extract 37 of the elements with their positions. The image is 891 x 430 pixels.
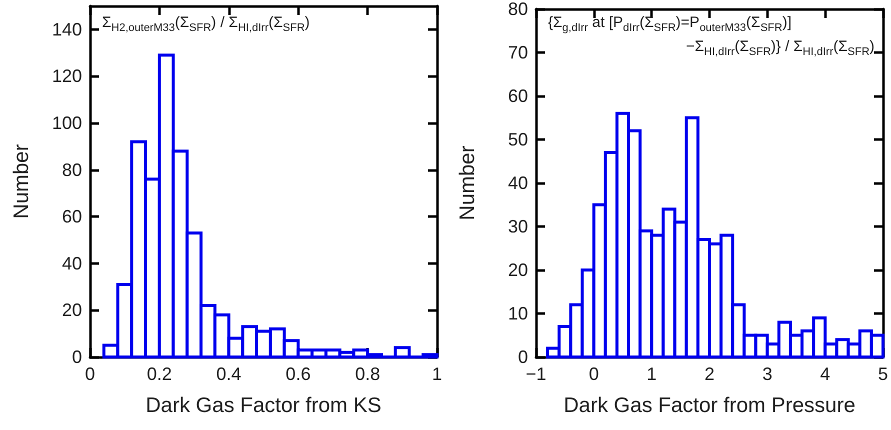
x-tick-label: 5 [878, 364, 888, 384]
x-tick-label: 0 [588, 364, 599, 384]
x-axis-title: Dark Gas Factor from KS [146, 394, 382, 417]
y-tick-label: 10 [508, 304, 528, 324]
y-tick-label: 80 [508, 0, 528, 19]
x-tick-label: 2 [704, 364, 715, 384]
x-tick-label: 4 [820, 364, 830, 384]
y-tick-label: 70 [508, 42, 528, 62]
text: {Σ$_{g,dIrr}$ at [P$_{dIrr}$(Σ$_{SFR}$)=P$_{outerM33}$(Σ$_{SFR}$)] [548, 14, 792, 34]
x-axis-title: Dark Gas Factor from Pressure [564, 394, 856, 417]
x-tick-label: 0.8 [355, 364, 380, 384]
x-tick-label: 3 [762, 364, 772, 384]
text: Σ$_{H2,outerM33}$(Σ$_{SFR}$) / Σ$_{HI,dIrr}$(Σ$_{SFR}$) [102, 14, 310, 34]
y-tick-label: 80 [62, 160, 82, 180]
y-tick-label: 0 [518, 347, 528, 367]
text: −Σ$_{HI,dIrr}$(Σ$_{SFR}$)} / Σ$_{HI,dIrr}$(Σ$_{SFR}$) [686, 38, 875, 58]
y-tick-label: 100 [52, 113, 82, 133]
x-tick-label: 0.2 [146, 364, 172, 384]
x-tick-label: 1 [432, 364, 442, 384]
x-tick-label: −1 [526, 364, 546, 384]
y-axis-title: Number [456, 146, 479, 220]
y-tick-label: 40 [62, 253, 82, 274]
y-tick-label: 50 [508, 130, 528, 150]
y-tick-label: 40 [508, 173, 528, 193]
y-tick-label: 30 [508, 216, 528, 236]
x-tick-label: 1 [646, 364, 657, 384]
x-tick-label: 0.6 [286, 364, 311, 384]
y-tick-label: 60 [62, 206, 82, 227]
y-tick-label: 120 [52, 66, 82, 86]
x-tick-label: 0 [84, 364, 96, 384]
y-tick-label: 0 [72, 347, 82, 367]
x-tick-label: 0.4 [216, 364, 242, 384]
y-tick-label: 140 [52, 19, 82, 40]
y-tick-label: 20 [62, 300, 82, 320]
y-tick-label: 60 [508, 86, 528, 106]
y-axis-title: Number [10, 144, 33, 219]
y-tick-label: 20 [508, 260, 528, 280]
